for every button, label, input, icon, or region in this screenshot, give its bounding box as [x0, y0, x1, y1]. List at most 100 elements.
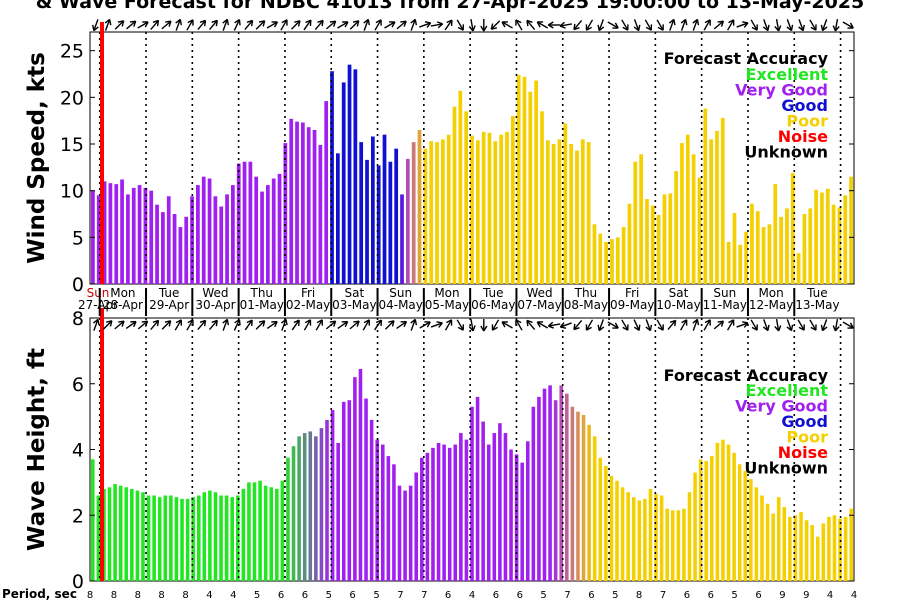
day-name: Fri — [625, 286, 639, 300]
bar — [353, 69, 358, 284]
arrow-shaft — [255, 320, 266, 330]
bar — [545, 140, 550, 284]
wind-direction-arrow — [668, 18, 676, 31]
arrow-head — [657, 24, 664, 31]
bar — [369, 419, 374, 581]
bar — [201, 176, 206, 284]
bar — [587, 424, 591, 581]
period-value: 8 — [158, 590, 164, 600]
bar — [286, 457, 290, 581]
wave-direction-arrow — [125, 320, 137, 330]
y-tick-label: 8 — [72, 308, 84, 330]
arrow-head — [424, 321, 431, 328]
bar — [318, 144, 323, 284]
arrow-head — [774, 325, 782, 332]
bar — [831, 204, 836, 284]
arrow-shaft — [703, 19, 711, 31]
arrow-shaft — [775, 18, 780, 32]
arrow-head — [832, 325, 840, 332]
bar — [767, 224, 772, 284]
bar — [475, 140, 480, 284]
arrow-head — [668, 18, 676, 26]
arrow-shaft — [536, 321, 549, 329]
wind-direction-arrow — [585, 19, 594, 31]
arrow-shaft — [444, 319, 453, 331]
bar — [849, 508, 853, 581]
bar — [185, 498, 190, 581]
bar — [196, 495, 201, 581]
bar — [621, 227, 626, 284]
bar — [540, 111, 544, 284]
arrow-head — [692, 318, 700, 326]
arrow-shaft — [703, 319, 711, 331]
period-value: 4 — [230, 590, 236, 600]
bar — [271, 178, 276, 284]
wave-direction-arrow — [832, 318, 840, 332]
bar — [537, 396, 541, 581]
bar — [796, 253, 801, 284]
bar — [405, 158, 410, 284]
arrow-shaft — [325, 20, 337, 30]
arrow-head — [271, 320, 278, 328]
day-date: 04-May — [378, 298, 422, 312]
arrow-head — [728, 319, 735, 326]
arrow-head — [547, 21, 554, 29]
arrow-shaft — [656, 319, 664, 331]
arrow-shaft — [233, 319, 241, 331]
day-name: Wed — [202, 286, 228, 300]
bar — [388, 161, 393, 284]
wind-direction-arrow — [547, 21, 561, 29]
arrow-shaft — [396, 320, 407, 330]
bar — [291, 446, 296, 581]
bar — [403, 490, 407, 581]
bar — [581, 414, 586, 581]
arrow-shaft — [821, 319, 828, 331]
bar — [263, 485, 268, 581]
wave-direction-arrow — [703, 319, 711, 331]
arrow-shaft — [137, 320, 148, 330]
bar — [224, 495, 229, 581]
arrow-shaft — [430, 23, 443, 27]
day-name: Tue — [158, 286, 180, 300]
bar — [453, 444, 458, 581]
bar — [569, 144, 574, 284]
arrow-head — [280, 318, 288, 326]
arrow-head — [585, 24, 592, 31]
wind-direction-arrow — [266, 21, 279, 29]
period-value: 6 — [493, 590, 499, 600]
arrow-shaft — [736, 322, 749, 328]
period-value: 7 — [564, 590, 570, 600]
arrow-head — [536, 21, 544, 28]
arrow-head — [211, 319, 218, 327]
bar — [118, 485, 123, 581]
arrow-shaft — [222, 19, 228, 31]
bar — [534, 80, 539, 284]
arrow-shaft — [644, 19, 652, 31]
arrow-head — [547, 321, 555, 329]
bar — [662, 194, 667, 284]
arrow-shaft — [349, 20, 360, 30]
legend-entry: Noise — [778, 443, 828, 462]
arrow-head — [342, 21, 349, 28]
wind-direction-arrow — [197, 19, 207, 31]
period-value: 5 — [373, 590, 379, 600]
arrow-head — [717, 320, 725, 327]
wave-direction-arrow — [736, 321, 749, 328]
bar — [528, 91, 533, 284]
bar — [639, 154, 643, 284]
bar — [592, 224, 597, 284]
arrow-head — [375, 19, 382, 26]
bar — [604, 465, 608, 581]
arrow-shaft — [419, 22, 431, 28]
arrow-shaft — [470, 318, 474, 332]
bar — [208, 490, 212, 581]
bar — [149, 190, 154, 284]
bar — [520, 462, 524, 581]
day-date: 30-Apr — [195, 298, 235, 312]
wave-direction-arrow — [419, 321, 431, 329]
arrow-head — [692, 18, 700, 26]
bar — [408, 485, 413, 581]
arrow-head — [457, 324, 464, 331]
